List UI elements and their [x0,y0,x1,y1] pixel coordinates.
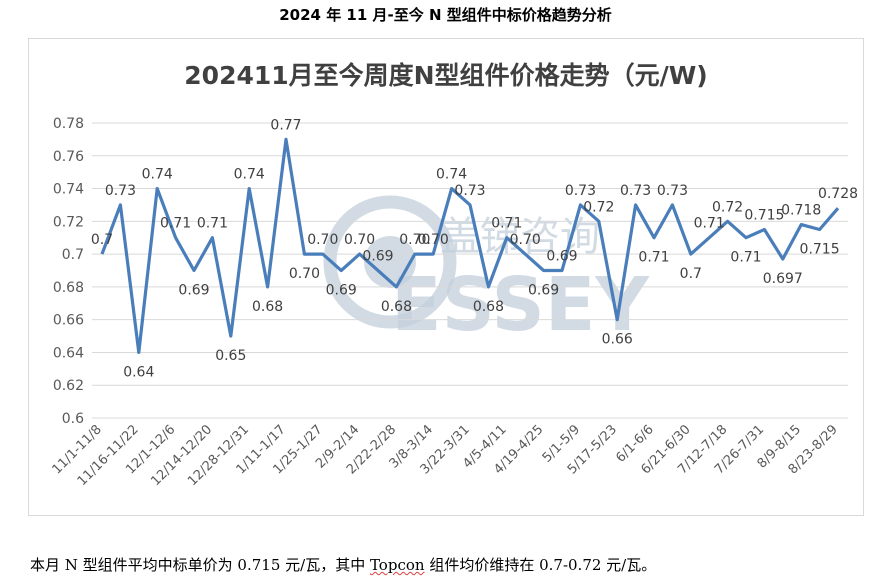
caption-suffix: 组件均价维持在 0.7-0.72 元/瓦。 [424,556,657,574]
data-label: 0.69 [326,283,357,299]
data-label: 0.715 [744,208,784,224]
y-tick-label: 0.78 [53,116,84,132]
data-label: 0.68 [381,299,412,315]
data-label: 0.73 [454,183,485,199]
watermark-logo: 盖锑咨询 ESSEY [323,195,650,348]
data-label: 0.70 [344,232,375,248]
data-label: 0.715 [800,242,840,258]
data-label: 0.64 [123,364,154,380]
data-label: 0.72 [583,199,614,215]
y-tick-label: 0.6 [62,411,84,427]
data-label: 0.72 [712,199,743,215]
caption-topcon: Topcon [369,556,425,574]
watermark-english-text: ESSEY [391,262,650,348]
data-label: 0.71 [197,216,228,232]
y-tick-label: 0.72 [53,214,84,230]
y-tick-label: 0.7 [62,247,84,263]
data-label: 0.70 [510,232,541,248]
data-label: 0.73 [565,183,596,199]
y-tick-label: 0.74 [53,182,84,198]
data-label: 0.73 [105,183,136,199]
data-label: 0.7 [91,232,113,248]
document-title: 2024 年 11 月-至今 N 型组件中标价格趋势分析 [279,6,612,24]
data-label: 0.70 [399,232,430,248]
series-line [100,137,840,354]
data-label: 0.70 [289,266,320,282]
data-label: 0.70 [418,232,449,248]
data-label: 0.69 [546,249,577,265]
data-label: 0.69 [178,283,209,299]
chart-title: 202411月至今周度N型组件价格走势（元/W) [184,61,708,90]
data-label: 0.69 [528,283,559,299]
data-label: 0.718 [781,203,821,219]
data-label: 0.68 [473,299,504,315]
data-label: 0.7 [680,266,702,282]
data-label: 0.74 [142,167,173,183]
data-label: 0.71 [730,250,761,266]
data-label: 0.65 [215,348,246,364]
data-label: 0.66 [602,332,633,348]
data-label: 0.73 [620,183,651,199]
y-tick-label: 0.64 [53,345,84,361]
y-tick-label: 0.76 [53,149,84,165]
data-label: 0.74 [436,167,467,183]
data-label: 0.77 [270,117,301,133]
caption-prefix: 本月 N 型组件平均中标单价为 0.715 元/瓦，其中 [30,556,370,574]
y-tick-label: 0.66 [53,313,84,329]
y-tick-label: 0.62 [53,378,84,394]
data-label: 0.69 [362,249,393,265]
data-label: 0.71 [638,250,669,266]
y-tick-label: 0.68 [53,280,84,296]
data-label: 0.68 [252,299,283,315]
data-label: 0.71 [491,216,522,232]
data-label: 0.71 [160,216,191,232]
data-label: 0.73 [657,183,688,199]
data-label: 0.74 [234,167,265,183]
data-label: 0.697 [763,271,803,287]
data-label: 0.728 [818,186,858,202]
summary-caption: 本月 N 型组件平均中标单价为 0.715 元/瓦，其中 Topcon 组件均价… [30,554,656,575]
data-label: 0.71 [694,216,725,232]
data-label: 0.70 [307,232,338,248]
